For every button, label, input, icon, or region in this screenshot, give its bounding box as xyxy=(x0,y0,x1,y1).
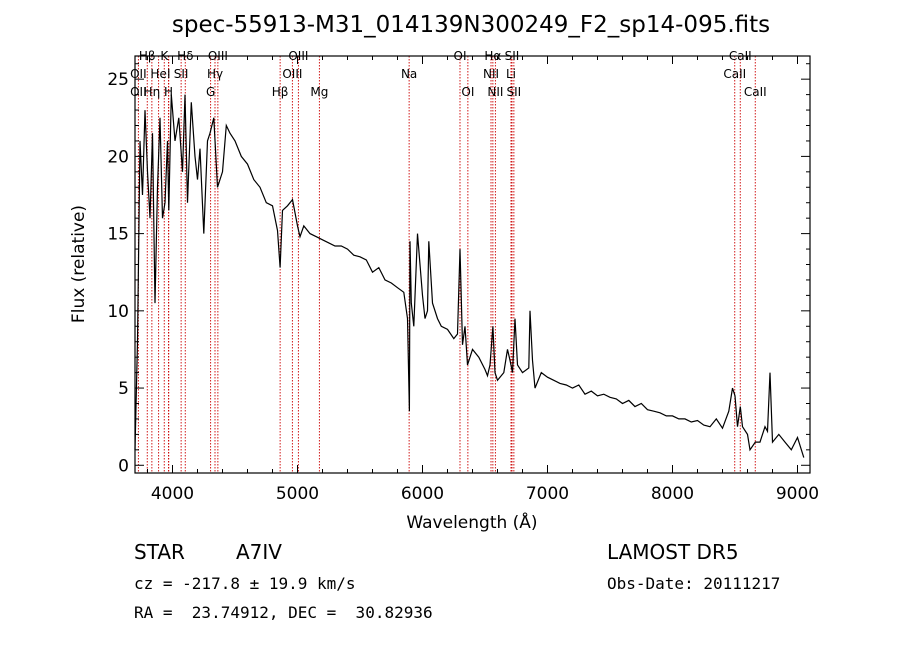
y-tick-label: 25 xyxy=(107,70,129,90)
line-id-label: CaII xyxy=(729,49,752,63)
line-id-label: G xyxy=(206,85,215,99)
x-tick-label: 5000 xyxy=(276,484,319,504)
line-id-label: H xyxy=(164,85,173,99)
line-id-label: CaII xyxy=(744,85,767,99)
plot-frame xyxy=(134,55,811,474)
line-id-label: OII xyxy=(130,67,147,81)
chart-title: spec-55913-M31_014139N300249_F2_sp14-095… xyxy=(172,12,770,38)
coordinates: RA = 23.74912, DEC = 30.82936 xyxy=(134,603,433,622)
line-id-label: Na xyxy=(401,67,417,81)
y-axis-label: Flux (relative) xyxy=(69,205,89,323)
line-id-label: Li xyxy=(506,67,516,81)
spectrum-line xyxy=(134,94,805,458)
line-id-label: OIII xyxy=(208,49,228,63)
line-id-label: Hγ xyxy=(207,67,223,81)
obs-date: Obs-Date: 20111217 xyxy=(607,574,781,593)
line-id-label: OI xyxy=(454,49,467,63)
line-id-label: Hδ xyxy=(177,49,193,63)
survey-name: LAMOST DR5 xyxy=(607,540,739,564)
line-id-label: SII xyxy=(507,85,522,99)
line-id-label: SII xyxy=(174,67,189,81)
x-axis: 4000 5000 6000 7000 8000 9000 xyxy=(147,56,819,504)
y-tick-label: 20 xyxy=(107,147,129,167)
line-markers xyxy=(137,56,756,473)
line-id-label: K xyxy=(160,49,169,63)
line-id-label: NII xyxy=(483,67,499,81)
line-id-label: NII xyxy=(487,85,503,99)
line-id-label: He xyxy=(150,67,166,81)
line-id-label: OIII xyxy=(282,67,302,81)
y-tick-label: 0 xyxy=(118,456,129,476)
line-id-label: OII xyxy=(130,85,147,99)
line-id-label: OI xyxy=(461,85,474,99)
x-tick-label: 4000 xyxy=(151,484,194,504)
x-axis-label: Wavelength (Å) xyxy=(406,511,537,533)
y-axis: 0 5 10 15 20 25 xyxy=(107,63,810,476)
line-id-label: CaII xyxy=(723,67,746,81)
line-id-label: I xyxy=(167,67,171,81)
line-id-label: Hα xyxy=(484,49,501,63)
x-tick-label: 8000 xyxy=(651,484,694,504)
line-id-label: Hβ xyxy=(272,85,289,99)
line-id-label: Hη xyxy=(144,85,161,99)
x-tick-label: 7000 xyxy=(526,484,569,504)
y-tick-label: 5 xyxy=(118,379,129,399)
line-id-label: Hβ xyxy=(139,49,156,63)
spectral-subclass: A7IV xyxy=(236,540,282,564)
line-id-label: Mg xyxy=(310,85,328,99)
x-tick-label: 6000 xyxy=(401,484,444,504)
object-class: STAR xyxy=(134,540,185,564)
line-id-label: SII xyxy=(505,49,520,63)
y-tick-label: 10 xyxy=(107,302,129,322)
y-tick-label: 15 xyxy=(107,225,129,245)
x-tick-label: 9000 xyxy=(776,484,819,504)
redshift-cz: cz = -217.8 ± 19.9 km/s xyxy=(134,574,356,593)
line-id-label: OIII xyxy=(288,49,308,63)
